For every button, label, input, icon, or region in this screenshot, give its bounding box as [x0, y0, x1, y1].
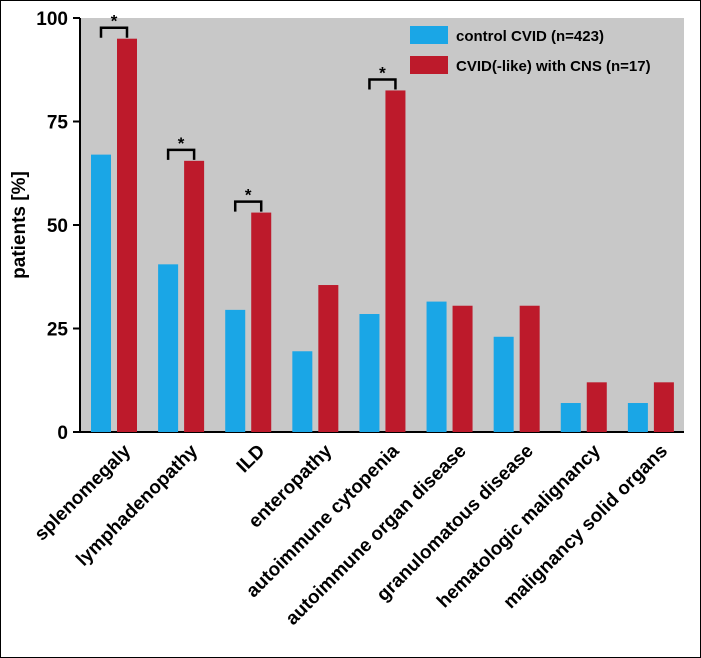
legend-label: CVID(-like) with CNS (n=17)	[456, 58, 651, 75]
bar-control-splenomegaly	[91, 154, 111, 432]
bar-cns-malignancy-solid-organs	[653, 382, 674, 432]
category-label: lymphadenopathy	[72, 440, 202, 570]
bar-control-ILD	[225, 309, 246, 432]
bar-cns-autoimmune-organ-disease	[452, 305, 473, 432]
legend-swatch	[410, 56, 448, 74]
significance-star: *	[245, 186, 252, 205]
legend-swatch	[410, 26, 448, 44]
y-axis-label: patients [%]	[9, 171, 30, 279]
legend-label: control CVID (n=423)	[456, 28, 604, 45]
bar-control-lymphadenopathy	[158, 264, 179, 432]
bar-control-granulomatous-disease	[493, 336, 514, 432]
y-tick-label: 100	[36, 9, 68, 30]
bar-cns-splenomegaly	[117, 38, 137, 432]
bar-cns-granulomatous-disease	[519, 305, 540, 432]
bar-cns-enteropathy	[318, 285, 339, 432]
bar-control-autoimmune-cytopenia	[359, 314, 380, 432]
significance-group: * * * *	[99, 12, 397, 212]
significance-bracket	[368, 78, 397, 90]
y-tick-label: 75	[47, 113, 69, 134]
bar-cns-autoimmune-cytopenia	[385, 90, 406, 432]
y-tick-label: 0	[57, 423, 68, 444]
y-ticks-group: 0 25 50 75 100	[36, 9, 80, 444]
bar-control-hematologic-malignancy	[560, 403, 581, 432]
significance-star: *	[111, 12, 118, 31]
bar-cns-hematologic-malignancy	[586, 382, 607, 432]
significance-bracket	[99, 26, 129, 38]
significance-star: *	[178, 134, 185, 153]
legend: control CVID (n=423) CVID(-like) with CNS…	[410, 26, 651, 75]
bar-cns-lymphadenopathy	[184, 160, 205, 432]
bar-control-malignancy-solid-organs	[627, 403, 648, 432]
bar-control-autoimmune-organ-disease	[426, 301, 447, 432]
category-label: ILD	[233, 441, 269, 477]
significance-star: *	[379, 63, 386, 82]
bar-control-enteropathy	[292, 351, 313, 432]
y-tick-label: 25	[47, 320, 69, 341]
plot-area	[80, 18, 684, 432]
bars-group	[91, 38, 674, 432]
y-tick-label: 50	[47, 216, 68, 237]
significance-bracket	[233, 200, 263, 212]
bar-cns-ILD	[251, 212, 272, 432]
significance-bracket	[166, 148, 196, 160]
